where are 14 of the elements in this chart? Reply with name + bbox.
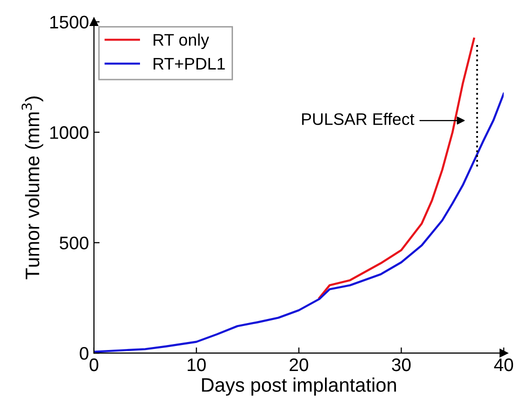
y-tick-label: 0 — [80, 347, 88, 360]
legend-label: RT only — [154, 34, 210, 50]
x-tick-label: 40 — [494, 358, 514, 372]
x-tick-label: 0 — [90, 358, 98, 372]
y-tick-label: 1500 — [50, 16, 88, 29]
x-tick-label: 30 — [392, 358, 411, 372]
y-axis-title: Tumor volume (mm$^{3}$) — [22, 96, 44, 280]
legend-label: RT+PDL1 — [154, 58, 225, 70]
y-tick-label: 500 — [60, 236, 88, 250]
annotation: PULSAR Effect — [302, 112, 414, 126]
y-tick-label: 1000 — [50, 126, 88, 139]
x-tick-label: 20 — [290, 358, 308, 372]
x-axis-title: Days post implantation — [202, 378, 396, 396]
x-tick-label: 10 — [188, 358, 206, 372]
